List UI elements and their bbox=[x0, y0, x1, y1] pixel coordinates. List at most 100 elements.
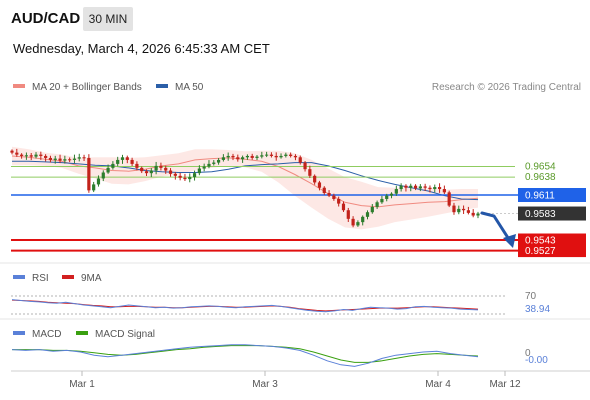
candle-body bbox=[111, 163, 115, 168]
macd-line bbox=[11, 344, 479, 367]
level-tag-0.9543 bbox=[518, 233, 586, 247]
rsi-legend-swatch bbox=[13, 275, 25, 279]
candle-body bbox=[332, 195, 336, 199]
candle-body bbox=[356, 222, 360, 226]
candle-body bbox=[471, 212, 475, 216]
candle-body bbox=[34, 154, 38, 157]
candle-body bbox=[245, 155, 250, 158]
candle-body bbox=[125, 157, 129, 160]
candle-body bbox=[168, 170, 173, 174]
candle-body bbox=[375, 202, 379, 207]
rsi-legend-label: RSI bbox=[32, 273, 49, 284]
candle-body bbox=[317, 182, 322, 188]
candle-body bbox=[72, 158, 77, 160]
level-label-0.9527: 0.9527 bbox=[525, 246, 556, 257]
candle-body bbox=[58, 158, 62, 161]
candle-body bbox=[370, 206, 374, 213]
candle-body bbox=[279, 155, 283, 158]
candle-body bbox=[48, 157, 53, 160]
candle-body bbox=[433, 187, 437, 190]
candle-body bbox=[298, 157, 302, 163]
candle-body bbox=[96, 178, 101, 185]
candle-body bbox=[188, 177, 192, 180]
level-label-0.9638: 0.9638 bbox=[525, 172, 556, 183]
macd-zero-label: 0 bbox=[525, 348, 531, 359]
candle-body bbox=[154, 165, 158, 171]
candle-body bbox=[423, 186, 427, 188]
candle-body bbox=[476, 213, 480, 216]
candle-body bbox=[327, 193, 331, 196]
level-tag-0.9527 bbox=[518, 244, 586, 258]
candle-body bbox=[385, 195, 389, 199]
rsi-line bbox=[11, 299, 479, 313]
candle-body bbox=[82, 157, 86, 159]
rsi-ma-legend-swatch bbox=[62, 275, 74, 279]
x-tick-label: Mar 3 bbox=[252, 379, 278, 390]
candlesticks bbox=[10, 148, 480, 228]
forecast-arrow bbox=[480, 211, 516, 248]
chart-datetime: Wednesday, March 4, 2026 6:45:33 AM CET bbox=[13, 41, 270, 56]
last-price-label: 0.9583 bbox=[525, 209, 556, 220]
candle-body bbox=[77, 157, 81, 159]
candle-body bbox=[337, 198, 341, 204]
candle-body bbox=[236, 157, 240, 160]
candle-body bbox=[365, 212, 370, 217]
bollinger-band-fill bbox=[12, 146, 478, 230]
candle-body bbox=[265, 154, 269, 156]
candle-body bbox=[269, 154, 274, 156]
candle-body bbox=[284, 154, 288, 156]
candle-body bbox=[149, 170, 153, 174]
candle-body bbox=[15, 152, 19, 155]
ma50-legend-swatch bbox=[156, 84, 168, 88]
candle-body bbox=[87, 157, 91, 191]
candle-body bbox=[202, 166, 206, 169]
candle-body bbox=[404, 185, 408, 188]
candle-body bbox=[313, 175, 317, 183]
candle-body bbox=[413, 185, 418, 189]
candle-body bbox=[260, 155, 264, 157]
candle-body bbox=[68, 159, 72, 161]
candle-body bbox=[389, 193, 394, 196]
candle-body bbox=[447, 192, 451, 206]
candle-body bbox=[63, 159, 67, 161]
candle-body bbox=[106, 167, 110, 173]
candle-body bbox=[240, 157, 245, 160]
macd-signal-legend-label: MACD Signal bbox=[95, 329, 155, 340]
last-price-tag bbox=[518, 206, 586, 221]
candle-body bbox=[164, 167, 168, 171]
candle-body bbox=[29, 155, 33, 157]
candle-body bbox=[428, 187, 432, 190]
rsi-ma-legend-label: 9MA bbox=[81, 273, 102, 284]
candle-body bbox=[39, 154, 43, 156]
x-tick-label: Mar 1 bbox=[69, 379, 95, 390]
timeframe-button[interactable]: 30 MIN bbox=[83, 7, 133, 31]
level-label-0.9611: 0.9611 bbox=[525, 191, 555, 202]
candle-body bbox=[173, 173, 177, 176]
x-tick-label: Mar 4 bbox=[425, 379, 451, 390]
forecast-arrowhead bbox=[503, 234, 516, 248]
candle-body bbox=[24, 155, 29, 157]
macd-legend-swatch bbox=[13, 331, 25, 335]
candle-body bbox=[452, 205, 456, 213]
candle-body bbox=[394, 189, 398, 194]
candle-body bbox=[274, 155, 278, 158]
forecast-path bbox=[480, 211, 512, 243]
candle-body bbox=[159, 165, 163, 168]
symbol-title: AUD/CAD bbox=[11, 10, 81, 27]
ma50-legend-label: MA 50 bbox=[175, 82, 204, 93]
candle-body bbox=[437, 187, 442, 190]
ma20-legend-label: MA 20 + Bollinger Bands bbox=[32, 82, 142, 93]
level-label-0.9654: 0.9654 bbox=[525, 162, 556, 173]
candle-body bbox=[442, 189, 446, 193]
candle-body bbox=[53, 158, 57, 160]
candle-body bbox=[92, 184, 96, 191]
candle-body bbox=[409, 185, 413, 188]
candle-body bbox=[361, 216, 365, 223]
candle-body bbox=[144, 171, 149, 174]
candle-body bbox=[231, 155, 235, 158]
candle-body bbox=[10, 150, 14, 153]
level-tag-0.9611 bbox=[518, 188, 586, 202]
candle-body bbox=[120, 157, 125, 160]
